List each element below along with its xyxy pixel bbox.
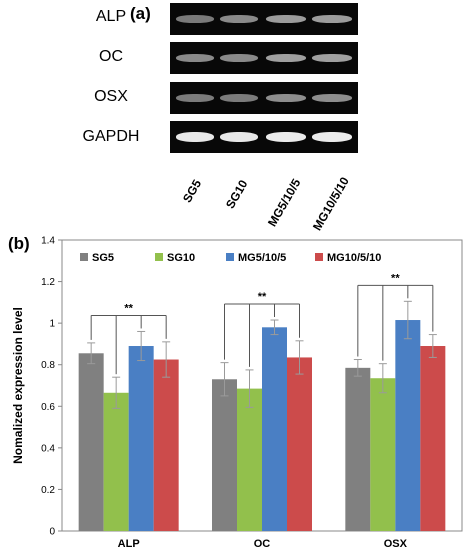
legend-label: MG5/10/5 [238,252,286,264]
gel-band [312,94,352,102]
gel-band [312,15,352,23]
y-tick-label: 1.2 [41,277,55,288]
gel-band [312,54,352,62]
significance-label: ** [258,291,267,303]
gel-band [220,15,258,23]
bar-sg10-alp [103,392,129,531]
gel-band [266,94,306,102]
y-tick-label: 0.6 [41,402,55,413]
gel-band [312,132,352,142]
panel-a-label: (a) [130,4,151,23]
legend-swatch [80,253,88,261]
bar-sg5-alp [78,353,104,531]
bar-mg10-5-10-alp [153,359,179,531]
gel-label-alp: ALP [95,8,127,25]
gel-band [220,54,258,62]
y-axis-label: Nomalized expression level [11,307,25,464]
gel-strip-osx [170,82,358,114]
legend-swatch [315,253,323,261]
gel-label-osx: OSX [94,88,128,105]
bar-sg10-oc [237,388,262,531]
y-tick-label: 0.2 [41,485,55,496]
chart-bars [78,300,446,531]
significance-brackets: ** ** ** [90,272,434,375]
y-tick-label: 0 [49,527,55,538]
panel-b-label: (b) [8,234,30,253]
bar-mg10-5-10-oc [287,357,312,531]
bar-mg5-10-5-oc [262,327,287,531]
gel-strip-gapdh [170,121,358,153]
gel-band [176,132,214,142]
lane-label-sg5: SG5 [180,177,205,205]
bar-mg10-5-10-osx [420,346,446,531]
gel-band [220,94,258,102]
bar-sg5-oc [212,379,237,531]
lane-label-mg10-5-10: MG10/5/10 [310,174,352,233]
lane-label-sg10: SG10 [223,177,251,211]
x-category-label: OC [254,538,271,550]
lane-label-mg5-10-5: MG5/10/5 [265,176,304,229]
x-category-label: OSX [384,538,408,550]
legend-swatch [226,253,234,261]
gel-band [176,15,214,23]
x-category-label: ALP [118,538,140,550]
gel-label-oc: OC [99,48,123,65]
gel-band [266,54,306,62]
legend-label: SG5 [92,252,114,264]
significance-label: ** [124,302,133,314]
significance-label: ** [391,272,400,284]
gel-label-gapdh: GAPDH [82,128,140,145]
bar-sg10-osx [370,378,396,531]
legend-label: MG10/5/10 [327,252,381,264]
bar-mg5-10-5-alp [128,346,154,531]
gel-strip-oc [170,42,358,74]
gel-band [176,54,214,62]
y-tick-label: 0.8 [41,360,55,371]
bar-sg5-osx [345,367,371,531]
chart-legend: SG5 SG10 MG5/10/5 MG10/5/10 [80,252,381,264]
gel-band [220,132,258,142]
y-tick-label: 0.4 [41,443,55,454]
gel-strip-alp [170,3,358,35]
y-tick-label: 1 [49,319,55,330]
legend-swatch [155,253,163,261]
gel-band [266,132,306,142]
legend-label: SG10 [167,252,195,264]
gel-band [176,94,214,102]
y-tick-label: 1.4 [41,236,55,247]
bar-mg5-10-5-osx [395,320,421,531]
gel-band [266,15,306,23]
